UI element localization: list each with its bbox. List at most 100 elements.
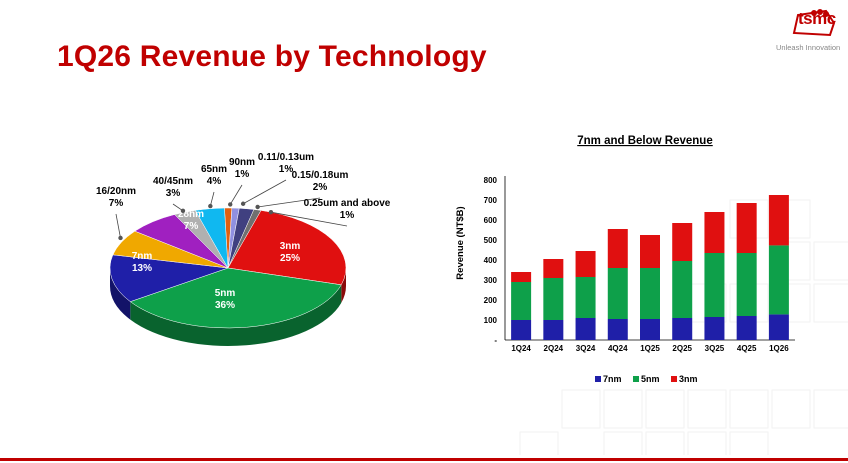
- leader-dot-0-15-0-18um: [255, 204, 260, 210]
- bar-7nm-4q24: [607, 319, 628, 340]
- pie-value-0-25um-and-above: 1%: [340, 210, 355, 221]
- leader-line-0-25um-and-above: [270, 211, 348, 227]
- bar-5nm-2q24: [543, 278, 564, 320]
- bar-5nm-3q25: [704, 253, 725, 317]
- pie-value-0-11-0-13um: 1%: [279, 164, 294, 175]
- pie-slice-65nm: [194, 207, 229, 269]
- page-title: 1Q26 Revenue by Technology: [57, 40, 487, 73]
- bar-3nm-3q24: [575, 251, 596, 277]
- pie-value-3nm: 25%: [280, 253, 300, 264]
- pie-slice-5nm: [129, 267, 342, 329]
- pie-label-40-45nm: 40/45nm: [153, 176, 193, 187]
- x-tick-label: 3Q24: [576, 344, 596, 353]
- pie-value-28nm: 7%: [184, 221, 199, 232]
- bar-7nm-2q24: [543, 320, 564, 340]
- pie-value-5nm: 36%: [215, 300, 235, 311]
- x-tick-label: 4Q24: [608, 344, 628, 353]
- pie-label-90nm: 90nm: [229, 157, 255, 168]
- pie-value-40-45nm: 3%: [166, 188, 181, 199]
- leader-dot-0-25um-and-above: [268, 209, 274, 215]
- bar-3nm-2q24: [543, 259, 564, 278]
- pie-value-90nm: 1%: [235, 169, 250, 180]
- leader-dot-40-45nm: [180, 208, 186, 214]
- pie-slice-7nm: [109, 254, 229, 302]
- pie-value-16-20nm: 7%: [109, 198, 124, 209]
- x-tick-label: 1Q26: [769, 344, 789, 353]
- leader-line-16-20nm: [115, 213, 121, 239]
- bar-3nm-1q26: [768, 195, 789, 246]
- bar-3nm-3q25: [704, 212, 725, 253]
- y-tick-label: 600: [484, 216, 498, 225]
- pie-label-3nm: 3nm: [280, 241, 301, 252]
- legend-label-7nm: 7nm: [603, 374, 622, 384]
- leader-line-0-15-0-18um: [257, 197, 321, 208]
- y-axis-title: Revenue (NT$B): [455, 206, 466, 279]
- y-tick-label: 500: [484, 236, 498, 245]
- pie-label-0-15-0-18um: 0.15/0.18um: [292, 170, 349, 181]
- bar-5nm-4q24: [607, 268, 628, 319]
- pie-label-5nm: 5nm: [215, 288, 236, 299]
- bar-chart-title: 7nm and Below Revenue: [577, 135, 712, 147]
- bar-3nm-1q25: [640, 235, 660, 268]
- leader-dot-90nm: [228, 202, 233, 207]
- legend-swatch-3nm: [671, 376, 677, 382]
- revenue-bar-chart: 7nm and Below Revenue Revenue (NT$B) - 10…: [455, 135, 795, 384]
- bar-5nm-1q25: [640, 268, 660, 319]
- y-tick-label: -: [494, 336, 497, 345]
- legend-label-3nm: 3nm: [679, 374, 698, 384]
- footer-rule: [0, 458, 848, 461]
- leader-line-65nm: [209, 191, 215, 207]
- bar-3nm-2q25: [672, 223, 693, 261]
- x-tick-label: 1Q25: [640, 344, 660, 353]
- bar-3nm-4q24: [607, 229, 628, 268]
- bar-5nm-1q24: [511, 282, 532, 320]
- bar-7nm-1q25: [640, 319, 660, 340]
- y-tick-label: 800: [484, 176, 498, 185]
- pie-label-0-25um-and-above: 0.25um and above: [304, 198, 391, 209]
- legend-swatch-5nm: [633, 376, 639, 382]
- leader-dot-65nm: [208, 203, 213, 209]
- leader-dot-16-20nm: [118, 235, 123, 241]
- leader-dot-0-11-0-13um: [240, 201, 246, 206]
- bar-3nm-4q25: [736, 203, 757, 253]
- x-tick-label: 3Q25: [705, 344, 725, 353]
- bar-7nm-3q24: [575, 318, 596, 340]
- x-tick-label: 4Q25: [737, 344, 757, 353]
- tsmc-logo: tsmc Unleash Innovation: [776, 5, 848, 53]
- bar-7nm-3q25: [704, 317, 725, 340]
- pie-label-16-20nm: 16/20nm: [96, 186, 136, 197]
- bar-3nm-1q24: [511, 272, 532, 282]
- legend-label-5nm: 5nm: [641, 374, 660, 384]
- pie-label-28nm: 28nm: [178, 209, 204, 220]
- bar-5nm-4q25: [736, 253, 757, 316]
- pie-value-65nm: 4%: [207, 176, 222, 187]
- pie-label-0-11-0-13um: 0.11/0.13um: [258, 152, 314, 163]
- pie-side-5nm: [130, 284, 342, 346]
- y-tick-label: 300: [484, 276, 498, 285]
- leader-line-0-11-0-13um: [242, 179, 287, 205]
- y-tick-label: 200: [484, 296, 498, 305]
- y-tick-label: 100: [484, 316, 498, 325]
- x-tick-label: 2Q25: [672, 344, 692, 353]
- pie-side-7nm: [110, 268, 131, 320]
- x-tick-label: 1Q24: [511, 344, 531, 353]
- pie-value-7nm: 13%: [132, 263, 152, 274]
- leader-line-90nm: [229, 184, 243, 205]
- y-tick-label: 400: [484, 256, 498, 265]
- bar-5nm-2q25: [672, 261, 693, 318]
- legend-swatch-7nm: [595, 376, 601, 382]
- bar-7nm-4q25: [736, 316, 757, 340]
- pie-value-0-15-0-18um: 2%: [313, 182, 328, 193]
- y-tick-label: 700: [484, 196, 498, 205]
- pie-label-65nm: 65nm: [201, 164, 227, 175]
- logo-emblem-icon: [792, 9, 836, 37]
- bar-7nm-2q25: [672, 318, 693, 340]
- bar-7nm-1q26: [768, 314, 789, 340]
- x-tick-label: 2Q24: [544, 344, 564, 353]
- bar-5nm-1q26: [768, 245, 789, 315]
- logo-wordmark: tsmc: [798, 9, 836, 28]
- bar-7nm-1q24: [511, 320, 532, 340]
- bar-5nm-3q24: [575, 277, 596, 318]
- pie-label-7nm: 7nm: [132, 251, 153, 262]
